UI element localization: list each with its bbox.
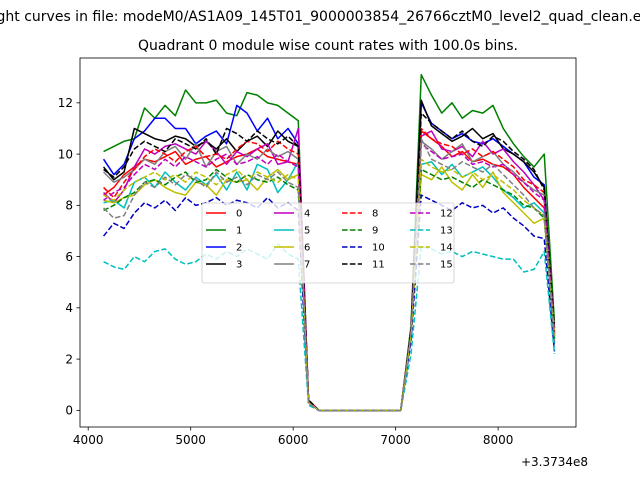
legend-label-5: 5 bbox=[304, 226, 310, 237]
series-line-11 bbox=[103, 112, 556, 412]
y-tick-label: 12 bbox=[58, 96, 73, 110]
x-tick-label: 4000 bbox=[73, 433, 104, 447]
y-tick-label: 10 bbox=[58, 147, 73, 161]
legend-label-11: 11 bbox=[372, 260, 385, 271]
axes-frame bbox=[79, 57, 577, 428]
y-tick-label: 4 bbox=[65, 301, 73, 315]
legend-label-15: 15 bbox=[440, 260, 453, 271]
y-tick-label: 2 bbox=[65, 352, 73, 366]
x-tick-label: 6000 bbox=[278, 433, 309, 447]
plot-area: 4000 5000 6000 7000 8000024681012+3.3734e801… bbox=[58, 57, 588, 469]
y-tick-label: 0 bbox=[65, 404, 73, 418]
y-tick-label: 6 bbox=[65, 250, 73, 264]
legend-label-4: 4 bbox=[304, 209, 310, 220]
x-offset-label: +3.3734e8 bbox=[521, 455, 588, 469]
legend-label-8: 8 bbox=[372, 209, 378, 220]
x-tick-label: 7000 bbox=[380, 433, 411, 447]
series-group bbox=[102, 73, 556, 412]
legend-label-2: 2 bbox=[236, 243, 242, 254]
legend-label-9: 9 bbox=[372, 226, 378, 237]
legend-label-0: 0 bbox=[236, 209, 242, 220]
legend-label-13: 13 bbox=[440, 226, 453, 237]
series-line-10 bbox=[102, 194, 556, 412]
legend-label-1: 1 bbox=[236, 226, 242, 237]
x-tick-label: 5000 bbox=[175, 433, 206, 447]
legend-label-14: 14 bbox=[440, 243, 453, 254]
legend-label-7: 7 bbox=[304, 260, 310, 271]
series-line-15 bbox=[103, 137, 556, 412]
legend-label-3: 3 bbox=[236, 260, 242, 271]
legend-label-6: 6 bbox=[304, 243, 310, 254]
axes-title: Quadrant 0 module wise count rates with … bbox=[138, 38, 518, 54]
legend-label-10: 10 bbox=[372, 243, 385, 254]
legend-box bbox=[201, 202, 455, 284]
y-tick-label: 8 bbox=[65, 199, 73, 213]
legend-label-12: 12 bbox=[440, 209, 453, 220]
x-tick-label: 8000 bbox=[483, 433, 514, 447]
figure-suptitle: Light curves in file: modeM0/AS1A09_145T… bbox=[0, 9, 640, 25]
